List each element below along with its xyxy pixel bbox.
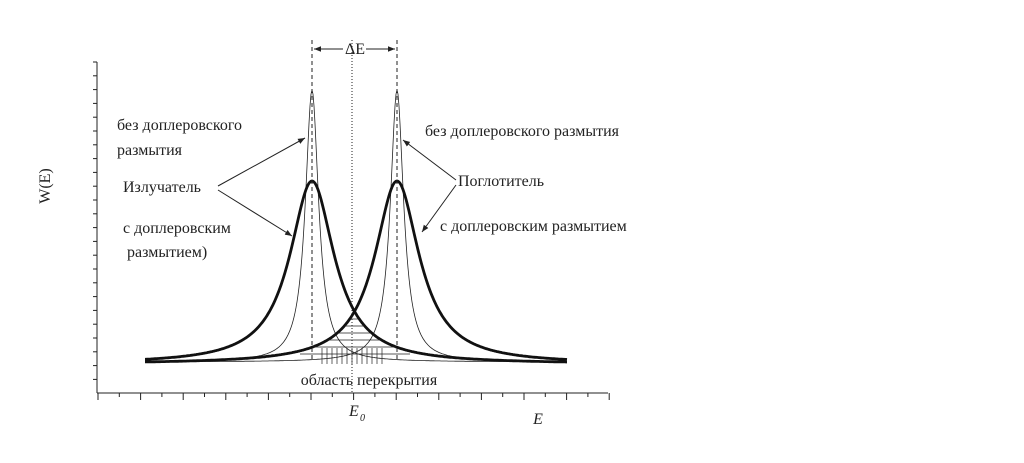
x-label: E	[532, 411, 543, 428]
e0-subscript: 0	[360, 413, 365, 424]
pointer	[421, 184, 457, 233]
absorber-label: Поглотитель	[458, 173, 544, 190]
overlap-hatch	[300, 318, 410, 364]
emitter-broad	[145, 179, 567, 364]
curves	[145, 89, 568, 364]
absorber-broad	[145, 179, 568, 364]
annotation: без доплеровского	[117, 117, 242, 134]
annotation: с доплеровским размытием	[440, 218, 627, 235]
annotation: без доплеровского размытия	[425, 123, 620, 140]
emitter-label: Излучатель	[123, 179, 201, 196]
annotation: размытием)	[127, 244, 207, 261]
annotation: размытия	[117, 142, 183, 159]
pointer	[217, 189, 293, 237]
e0-label: E	[348, 403, 359, 420]
annotation: с доплеровским	[123, 220, 231, 237]
delta-label: ΔE	[345, 41, 365, 58]
pointer	[402, 139, 457, 181]
overlap-label: область перекрытия	[301, 372, 438, 389]
pointers	[217, 137, 457, 237]
axes	[93, 61, 610, 400]
y-label: W(E)	[37, 168, 54, 204]
pointer	[217, 137, 306, 187]
